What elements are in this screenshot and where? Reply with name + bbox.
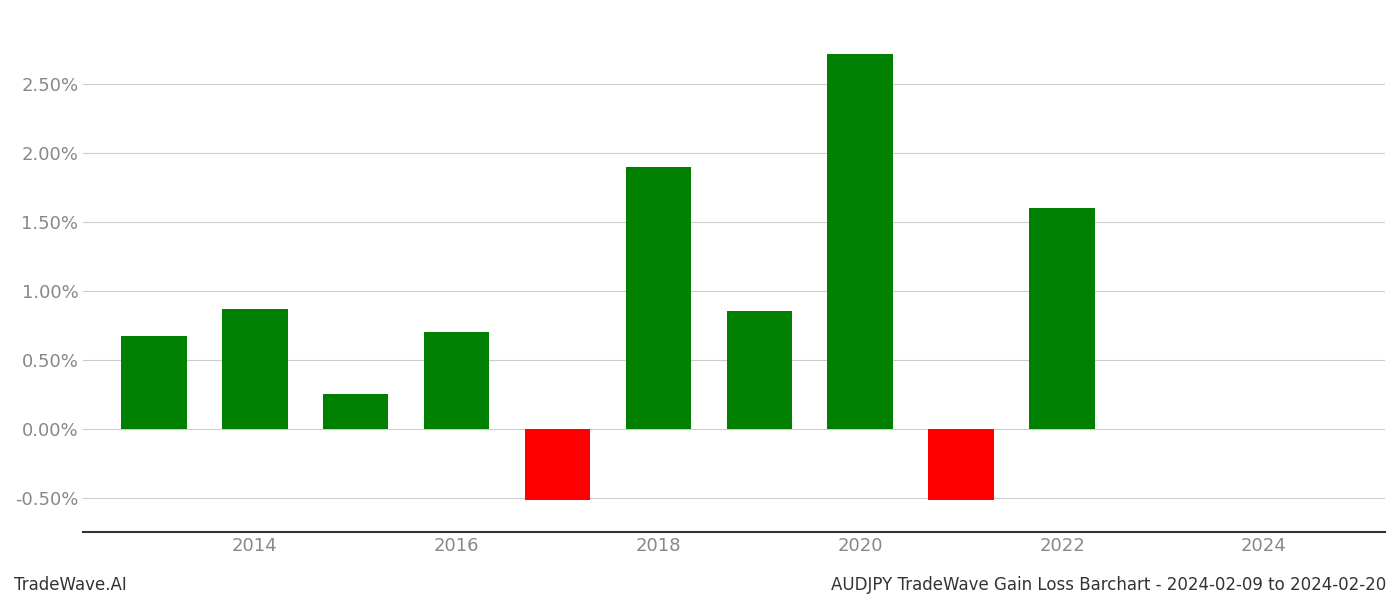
- Bar: [120, 337, 186, 429]
- Bar: [424, 332, 490, 429]
- Bar: [323, 394, 388, 429]
- Bar: [626, 167, 692, 429]
- Bar: [525, 429, 591, 500]
- Bar: [223, 309, 287, 429]
- Bar: [727, 311, 792, 429]
- Text: AUDJPY TradeWave Gain Loss Barchart - 2024-02-09 to 2024-02-20: AUDJPY TradeWave Gain Loss Barchart - 20…: [830, 576, 1386, 594]
- Text: TradeWave.AI: TradeWave.AI: [14, 576, 127, 594]
- Bar: [1029, 208, 1095, 429]
- Bar: [827, 53, 893, 429]
- Bar: [928, 429, 994, 500]
